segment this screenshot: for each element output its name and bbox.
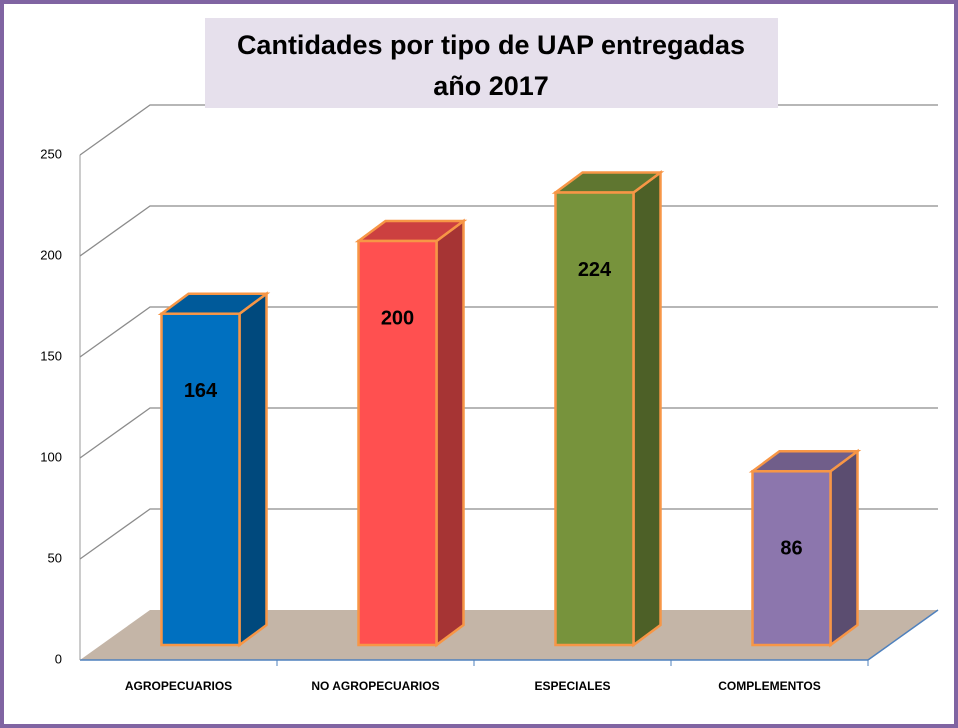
- bar: [551, 170, 665, 648]
- bar: [748, 448, 862, 648]
- data-label: 86: [780, 538, 802, 560]
- grid-line: [79, 306, 938, 358]
- bar-side: [829, 448, 859, 648]
- bar-side: [632, 170, 662, 648]
- plot-area: 0 50 100 150 200 250 AGROPECUARIOS 164 NO AGROPE…: [40, 104, 939, 693]
- bar: [157, 291, 271, 648]
- chart-title: Cantidades por tipo de UAP entregadas: [237, 30, 745, 60]
- data-label: 164: [184, 380, 218, 402]
- chart-title: año 2017: [433, 71, 549, 101]
- floor: [80, 610, 938, 660]
- floor-edge: [867, 609, 939, 661]
- x-tick-label: AGROPECUARIOS: [125, 679, 232, 693]
- y-tick-label: 200: [40, 247, 62, 262]
- title-box: [205, 18, 778, 108]
- y-tick-label: 150: [40, 348, 62, 363]
- x-tick-label: ESPECIALES: [534, 679, 610, 693]
- grid-line: [79, 205, 938, 257]
- bar-side: [435, 218, 465, 648]
- bar-front: [751, 470, 832, 647]
- y-tick-label: 100: [40, 449, 62, 464]
- data-label: 200: [381, 307, 414, 329]
- y-tick-label: 50: [48, 550, 62, 565]
- x-tick-label: COMPLEMENTOS: [718, 679, 820, 693]
- data-label: 224: [578, 259, 612, 281]
- bar-front: [160, 312, 241, 647]
- bar-side: [238, 291, 268, 648]
- bar: [354, 218, 468, 648]
- grid-line: [79, 508, 938, 560]
- bar-front: [554, 191, 635, 647]
- x-tick-label: NO AGROPECUARIOS: [311, 679, 439, 693]
- bar-front: [357, 239, 438, 647]
- grid-line: [79, 407, 938, 459]
- y-tick-label: 250: [40, 146, 62, 161]
- y-tick-label: 0: [55, 651, 62, 666]
